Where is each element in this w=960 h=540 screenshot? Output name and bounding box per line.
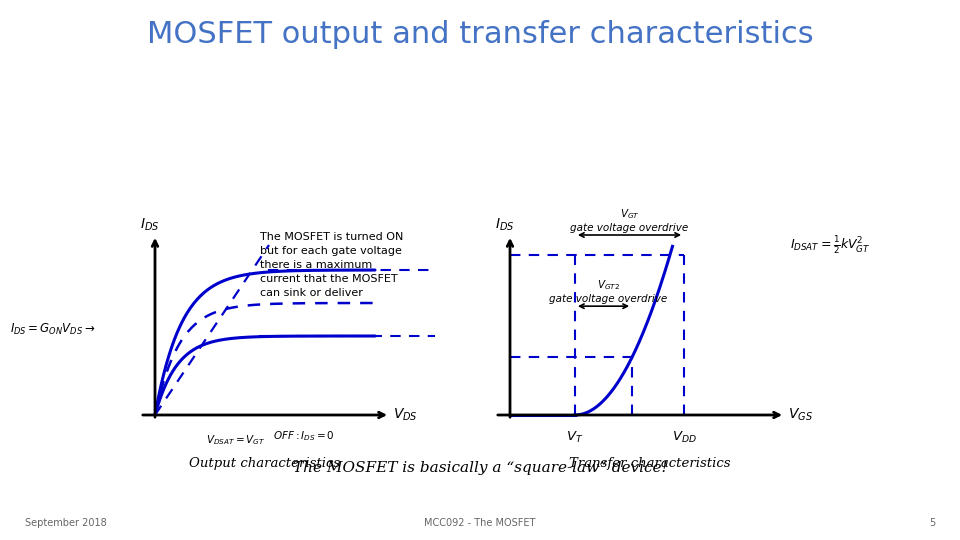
Text: 5: 5 — [928, 518, 935, 528]
Text: $I_{DS}$: $I_{DS}$ — [495, 217, 515, 233]
Text: The MOSFET is turned ON
but for each gate voltage
there is a maximum
current tha: The MOSFET is turned ON but for each gat… — [260, 232, 403, 298]
Text: MCC092 - The MOSFET: MCC092 - The MOSFET — [424, 518, 536, 528]
Text: $V_{GT}$
gate voltage overdrive: $V_{GT}$ gate voltage overdrive — [570, 207, 688, 233]
Text: $V_{DS}$: $V_{DS}$ — [393, 407, 418, 423]
Text: $I_{DSAT} = \frac{1}{2}kV_{GT}^2$: $I_{DSAT} = \frac{1}{2}kV_{GT}^2$ — [790, 234, 871, 256]
Text: The MOSFET is basically a “square-law” device!: The MOSFET is basically a “square-law” d… — [293, 461, 667, 475]
Text: Transfer characteristics: Transfer characteristics — [569, 457, 731, 470]
Text: MOSFET output and transfer characteristics: MOSFET output and transfer characteristi… — [147, 20, 813, 49]
Text: $V_{GT2}$
gate voltage overdrive: $V_{GT2}$ gate voltage overdrive — [549, 278, 667, 304]
Text: $I_{DS}$: $I_{DS}$ — [140, 217, 159, 233]
Text: September 2018: September 2018 — [25, 518, 107, 528]
Text: $OFF: I_{DS}=0$: $OFF: I_{DS}=0$ — [273, 429, 335, 443]
Text: $V_T$: $V_T$ — [566, 430, 584, 445]
Text: Output characteristics: Output characteristics — [189, 457, 341, 470]
Text: $V_{DSAT}$$=V_{GT}$: $V_{DSAT}$$=V_{GT}$ — [206, 433, 266, 447]
Text: $I_{DS} = G_{ON}V_{DS} \rightarrow$: $I_{DS} = G_{ON}V_{DS} \rightarrow$ — [10, 322, 95, 337]
Text: $V_{DD}$: $V_{DD}$ — [672, 430, 696, 445]
Text: $V_{GS}$: $V_{GS}$ — [788, 407, 813, 423]
